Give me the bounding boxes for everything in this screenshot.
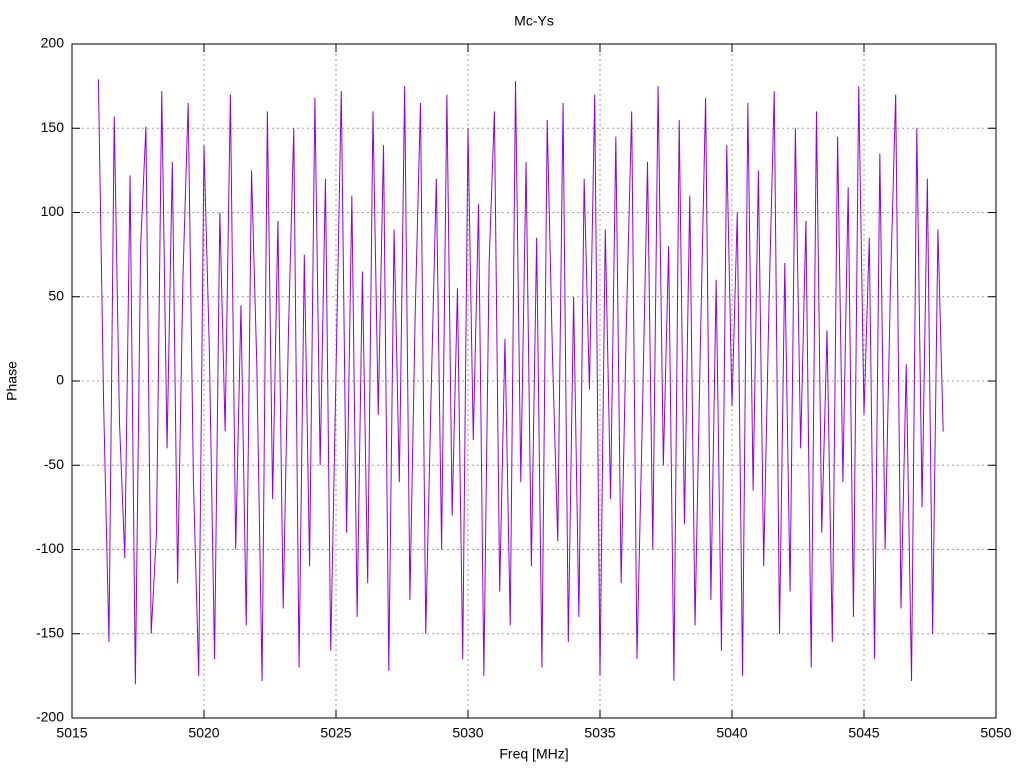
y-tick-label: -150 [36,624,64,640]
x-tick-label: 5040 [716,725,747,741]
x-tick-label: 5035 [584,725,615,741]
y-tick-label: 50 [48,287,64,303]
data-line [97,79,944,685]
x-tick-label: 5025 [320,725,351,741]
y-tick-label: -100 [36,540,64,556]
x-tick-label: 5045 [848,725,879,741]
x-tick-label: 5050 [980,725,1011,741]
x-axis-label: Freq [MHz] [499,746,568,762]
y-tick-label: -200 [36,709,64,725]
y-tick-label: 200 [41,35,65,51]
y-tick-label: 100 [41,203,65,219]
chart-title: Mc-Ys [514,13,554,29]
y-tick-label: 0 [56,372,64,388]
y-tick-label: 150 [41,119,65,135]
plot-border [71,43,997,719]
y-tick-label: -50 [44,456,64,472]
x-tick-label: 5020 [188,725,219,741]
x-tick-label: 5015 [56,725,87,741]
x-tick-label: 5030 [452,725,483,741]
y-axis-label: Phase [4,361,20,401]
